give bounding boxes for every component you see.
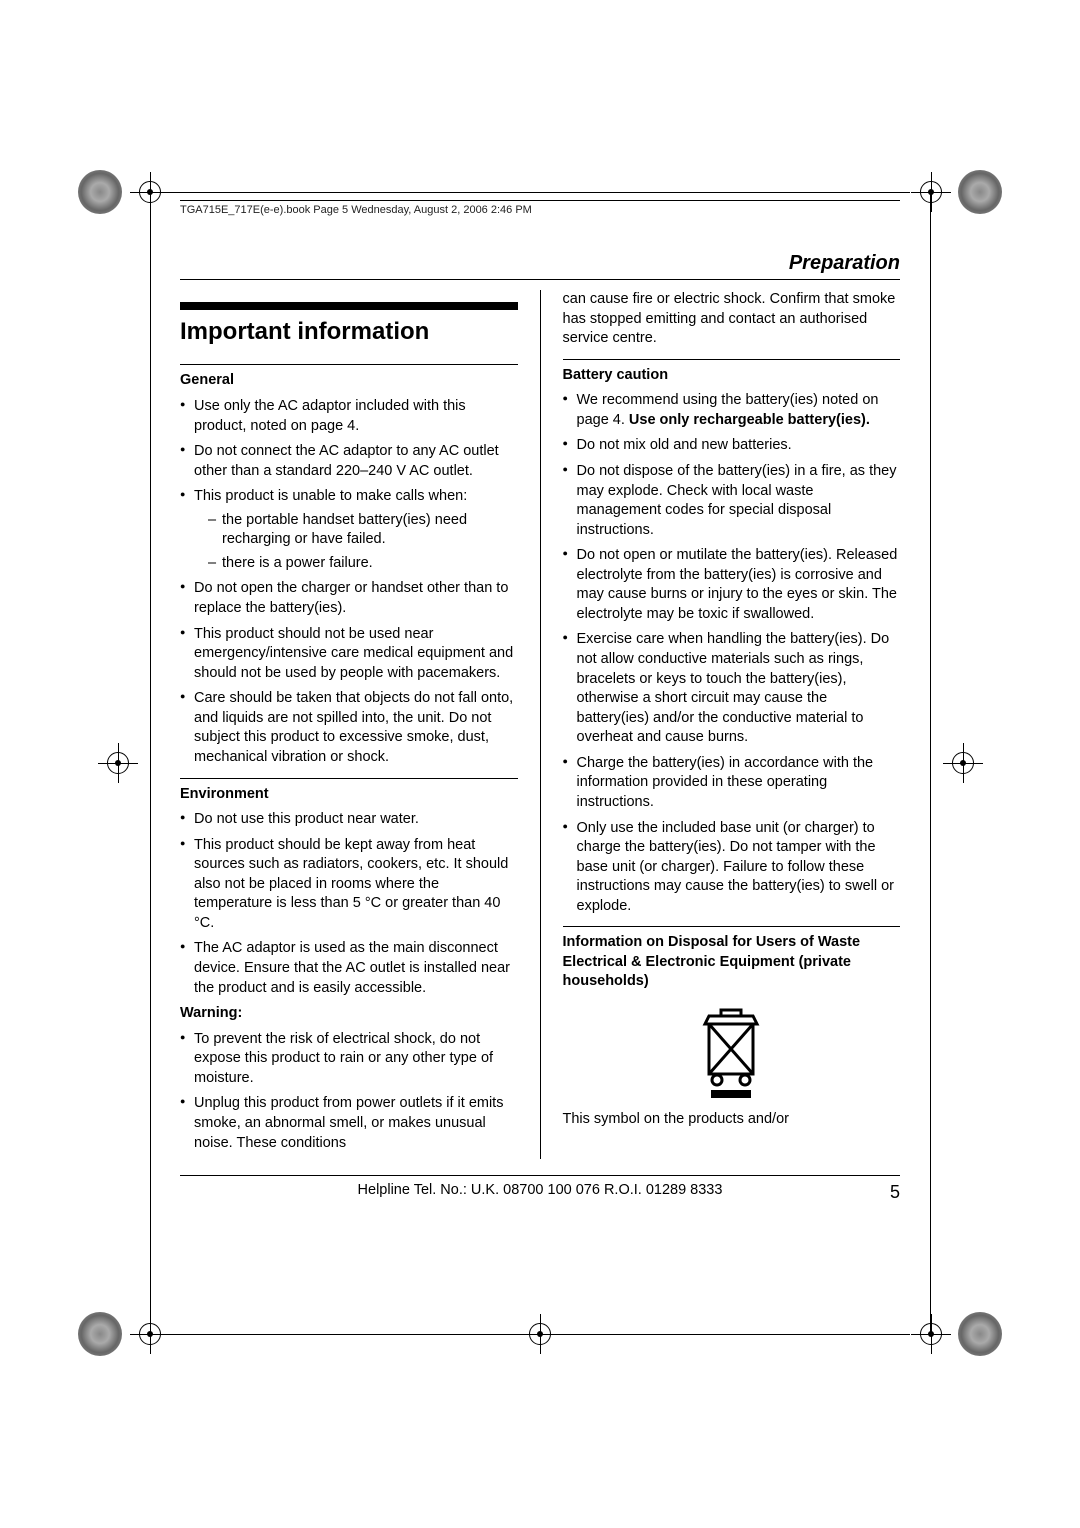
- list-item: We recommend using the battery(ies) note…: [563, 391, 901, 430]
- battery-heading: Battery caution: [563, 366, 901, 386]
- crop-sphere-icon: [78, 170, 122, 214]
- crop-sphere-icon: [958, 1312, 1002, 1356]
- warning-heading: Warning:: [180, 1004, 518, 1024]
- list-item: This product is unable to make calls whe…: [180, 487, 518, 573]
- weee-bin-icon: [691, 1002, 771, 1102]
- list-item: Unplug this product from power outlets i…: [180, 1094, 518, 1153]
- main-title: Important information: [180, 316, 518, 348]
- page-footer: Helpline Tel. No.: U.K. 08700 100 076 R.…: [180, 1175, 900, 1203]
- sub-list: the portable handset battery(ies) need r…: [194, 511, 518, 574]
- list-item: Do not mix old and new batteries.: [563, 436, 901, 456]
- list-item: Exercise care when handling the battery(…: [563, 630, 901, 747]
- battery-list: We recommend using the battery(ies) note…: [563, 391, 901, 916]
- list-item: Do not dispose of the battery(ies) in a …: [563, 462, 901, 540]
- environment-list: Do not use this product near water. This…: [180, 810, 518, 998]
- list-item: This product should be kept away from he…: [180, 836, 518, 934]
- list-item: Do not open the charger or handset other…: [180, 579, 518, 618]
- list-item: To prevent the risk of electrical shock,…: [180, 1030, 518, 1089]
- book-header: TGA715E_717E(e-e).book Page 5 Wednesday,…: [180, 200, 900, 216]
- helpline-text: Helpline Tel. No.: U.K. 08700 100 076 R.…: [210, 1182, 870, 1203]
- list-item: The AC adaptor is used as the main disco…: [180, 939, 518, 998]
- page-number: 5: [870, 1182, 900, 1203]
- list-item: Charge the battery(ies) in accordance wi…: [563, 754, 901, 813]
- section-label: Preparation: [180, 252, 900, 280]
- list-item: This product should not be used near eme…: [180, 625, 518, 684]
- crop-sphere-icon: [78, 1312, 122, 1356]
- list-item: there is a power failure.: [208, 554, 518, 574]
- registration-mark-icon: [98, 743, 138, 783]
- general-heading: General: [180, 371, 518, 391]
- list-item: Care should be taken that objects do not…: [180, 689, 518, 767]
- list-item: Do not connect the AC adaptor to any AC …: [180, 442, 518, 481]
- left-column: Important information General Use only t…: [180, 290, 518, 1159]
- warning-continuation: can cause fire or electric shock. Confir…: [563, 290, 901, 349]
- environment-heading: Environment: [180, 785, 518, 805]
- crop-line: [150, 192, 910, 193]
- column-divider: [540, 290, 541, 1159]
- list-item: Only use the included base unit (or char…: [563, 819, 901, 917]
- right-column: can cause fire or electric shock. Confir…: [563, 290, 901, 1159]
- warning-list: To prevent the risk of electrical shock,…: [180, 1030, 518, 1153]
- list-item: Use only the AC adaptor included with th…: [180, 397, 518, 436]
- registration-mark-icon: [911, 172, 951, 212]
- registration-mark-icon: [911, 1314, 951, 1354]
- crop-line: [930, 192, 931, 1334]
- list-item: Do not open or mutilate the battery(ies)…: [563, 546, 901, 624]
- crop-line: [150, 1334, 910, 1335]
- crop-line: [150, 192, 151, 1334]
- page-content: TGA715E_717E(e-e).book Page 5 Wednesday,…: [180, 200, 900, 1203]
- two-column-layout: Important information General Use only t…: [180, 290, 900, 1159]
- list-item: the portable handset battery(ies) need r…: [208, 511, 518, 550]
- crop-sphere-icon: [958, 170, 1002, 214]
- disposal-heading: Information on Disposal for Users of Was…: [563, 933, 901, 992]
- disposal-text: This symbol on the products and/or: [563, 1110, 901, 1130]
- general-list: Use only the AC adaptor included with th…: [180, 397, 518, 768]
- list-item: Do not use this product near water.: [180, 810, 518, 830]
- registration-mark-icon: [943, 743, 983, 783]
- title-bar: [180, 302, 518, 310]
